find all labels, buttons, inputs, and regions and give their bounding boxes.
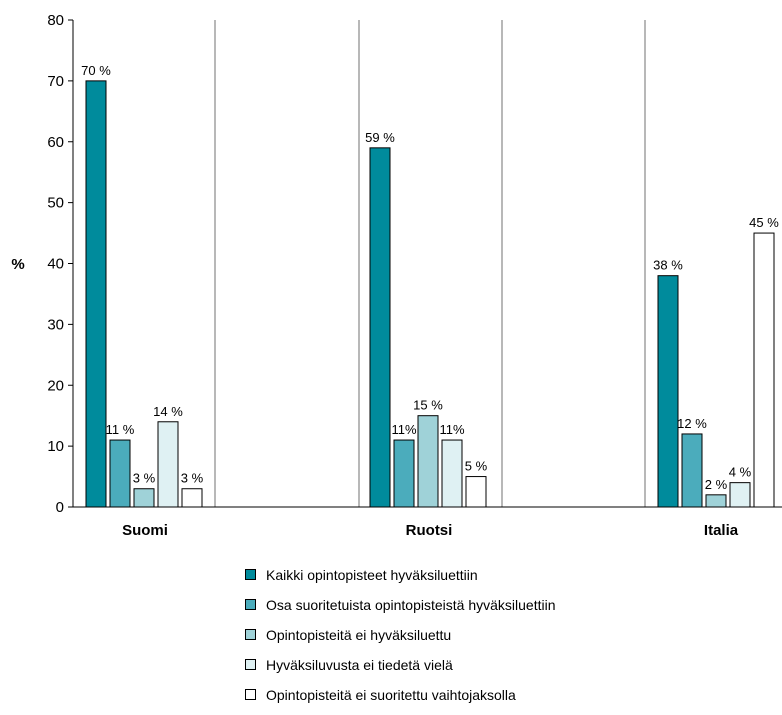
data-label: 2 %	[705, 477, 728, 492]
y-tick-label: 0	[56, 499, 64, 516]
data-label: 11 %	[106, 422, 135, 437]
bar	[85, 80, 107, 508]
y-tick-label: 80	[47, 12, 64, 29]
y-tick-label: 10	[47, 438, 64, 455]
category-label: Italia	[704, 522, 739, 539]
y-tick-label: 50	[47, 195, 64, 212]
data-label: 15 %	[413, 398, 443, 413]
data-label: 59 %	[365, 130, 395, 145]
data-label: 3 %	[133, 471, 156, 486]
category-label: Suomi	[122, 522, 168, 539]
data-label: 3 %	[181, 471, 204, 486]
legend-swatch	[245, 629, 256, 640]
legend-item: Hyväksiluvusta ei tiedetä vielä	[245, 655, 555, 674]
bar	[681, 433, 703, 508]
legend-label: Hyväksiluvusta ei tiedetä vielä	[266, 656, 453, 673]
bar	[657, 275, 679, 508]
bar	[369, 147, 391, 508]
bar	[133, 488, 155, 508]
y-tick-label: 40	[47, 256, 64, 273]
data-label: 11%	[439, 422, 464, 437]
legend-swatch	[245, 569, 256, 580]
y-axis-label: %	[11, 256, 24, 273]
data-label: 4 %	[729, 465, 752, 480]
legend-item: Osa suoritetuista opintopisteistä hyväks…	[245, 595, 555, 614]
bar	[393, 439, 415, 508]
data-label: 12 %	[677, 416, 707, 431]
bar	[705, 494, 727, 508]
bar	[753, 232, 775, 508]
data-label: 11%	[391, 422, 416, 437]
bar	[729, 482, 751, 508]
legend-label: Osa suoritetuista opintopisteistä hyväks…	[266, 596, 556, 613]
data-label: 45 %	[749, 215, 779, 230]
legend-item: Opintopisteitä ei hyväksiluettu	[245, 625, 555, 644]
data-label: 14 %	[153, 404, 183, 419]
data-label: 70 %	[81, 63, 111, 78]
y-tick-label: 60	[47, 134, 64, 151]
bar	[441, 439, 463, 508]
legend-label: Kaikki opintopisteet hyväksiluettiin	[266, 566, 478, 583]
legend-label: Opintopisteitä ei hyväksiluettu	[266, 626, 452, 643]
legend-swatch	[245, 689, 256, 700]
bar	[181, 488, 203, 508]
category-label: Ruotsi	[406, 522, 453, 539]
y-tick-label: 30	[47, 316, 64, 333]
legend-swatch	[245, 659, 256, 670]
legend-swatch	[245, 599, 256, 610]
bar	[417, 415, 439, 508]
y-tick-label: 70	[47, 73, 64, 90]
bar	[465, 476, 487, 508]
data-label: 5 %	[465, 459, 488, 474]
data-label: 38 %	[653, 258, 683, 273]
legend-item: Opintopisteitä ei suoritettu vaihtojakso…	[245, 685, 555, 704]
bar	[109, 439, 131, 508]
legend-label: Opintopisteitä ei suoritettu vaihtojakso…	[266, 686, 516, 703]
y-tick-label: 20	[47, 377, 64, 394]
legend: Kaikki opintopisteet hyväksiluettiin Osa …	[245, 565, 555, 715]
legend-item: Kaikki opintopisteet hyväksiluettiin	[245, 565, 555, 584]
bar	[157, 421, 179, 508]
